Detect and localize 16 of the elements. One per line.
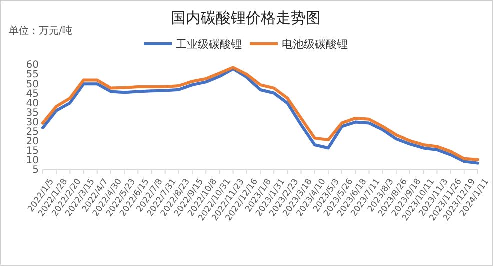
legend-label: 工业级碳酸锂 bbox=[176, 38, 242, 51]
y-tick-label: 45 bbox=[26, 88, 39, 100]
y-tick-label: 55 bbox=[26, 70, 39, 81]
y-tick-label: 5 bbox=[32, 165, 39, 176]
y-tick-label: 30 bbox=[26, 117, 39, 128]
y-tick-label: 25 bbox=[26, 127, 39, 138]
legend-label: 电池级碳酸锂 bbox=[282, 38, 348, 51]
y-tick-label: 10 bbox=[26, 156, 39, 167]
chart-title: 国内碳酸锂价格走势图 bbox=[171, 9, 321, 27]
y-tick-label: 20 bbox=[26, 136, 39, 148]
text: 单位：万元/吨 bbox=[9, 25, 72, 37]
y-tick-label: 15 bbox=[26, 146, 39, 158]
y-tick-label: 35 bbox=[26, 108, 39, 119]
y-tick-label: 50 bbox=[26, 79, 39, 90]
y-tick-label: 40 bbox=[26, 98, 39, 110]
y-tick-label: 60 bbox=[26, 60, 39, 72]
